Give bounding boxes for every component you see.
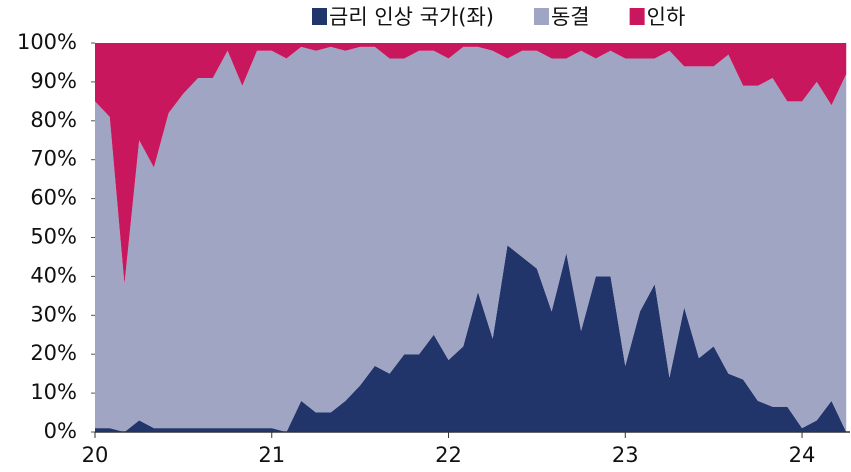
x-tick-label: 23: [612, 443, 639, 467]
y-tick-label: 10%: [30, 380, 77, 404]
y-tick-label: 0%: [44, 419, 77, 443]
y-tick-label: 60%: [30, 186, 77, 210]
y-tick-label: 90%: [30, 69, 77, 93]
legend-swatch: [629, 8, 645, 25]
y-tick-label: 70%: [30, 147, 77, 171]
area: [95, 46, 847, 432]
area: [95, 43, 847, 285]
y-tick-label: 20%: [30, 341, 77, 365]
y-tick-label: 80%: [30, 108, 77, 132]
area: [95, 245, 847, 432]
y-tick-label: 30%: [30, 302, 77, 326]
legend-label: 인하: [647, 5, 686, 29]
legend-label: 동결: [551, 5, 590, 29]
x-tick-label: 24: [789, 443, 816, 467]
x-tick-label: 20: [82, 443, 109, 467]
legend-swatch: [312, 8, 327, 25]
x-tick-label: 21: [258, 443, 285, 467]
legend-swatch: [533, 8, 549, 25]
legend-label: 금리 인상 국가(좌): [329, 5, 494, 29]
x-tick-label: 22: [435, 443, 462, 467]
y-tick-label: 100%: [17, 30, 77, 54]
y-tick-label: 50%: [30, 225, 77, 249]
y-tick-label: 40%: [30, 263, 77, 287]
